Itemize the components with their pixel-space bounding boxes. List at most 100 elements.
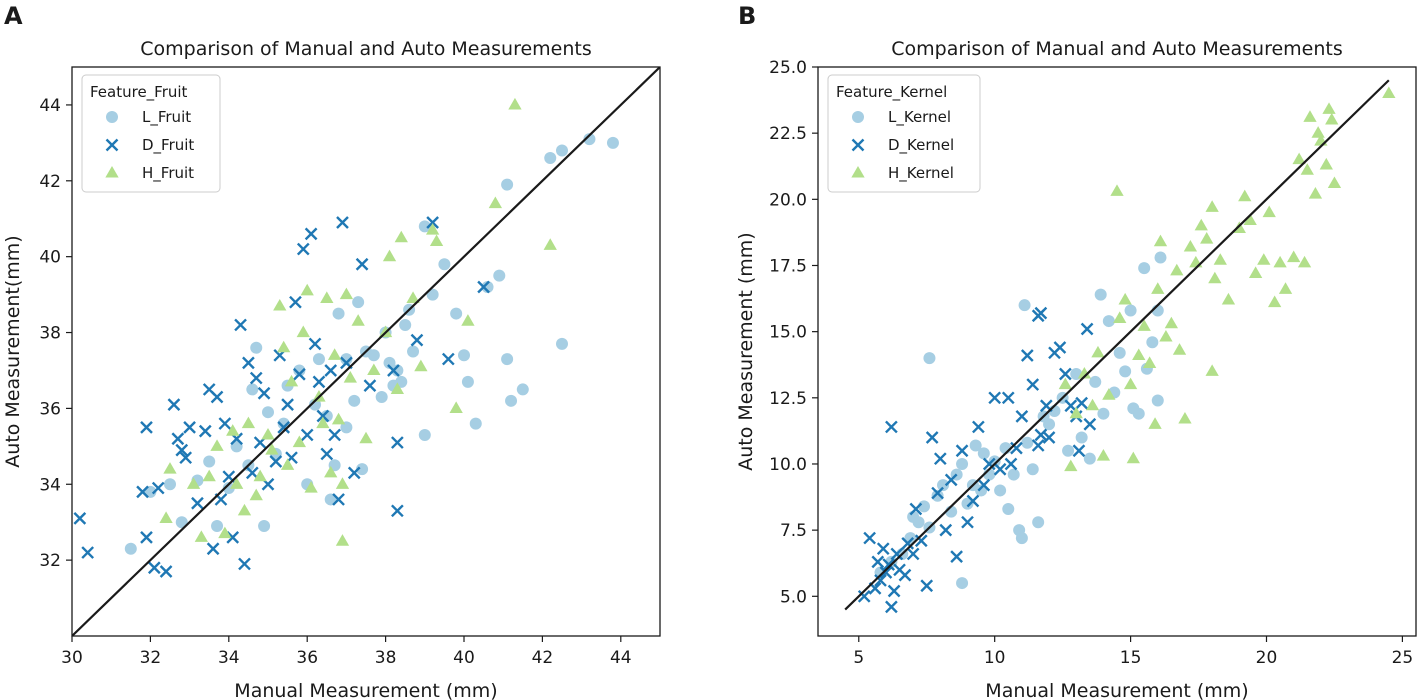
data-point (277, 417, 290, 430)
data-point (1085, 398, 1100, 411)
data-point (1300, 163, 1314, 175)
data-point (994, 484, 1007, 497)
x-tick-label: 34 (218, 648, 240, 668)
data-point (340, 353, 353, 366)
series-L_Kernel (874, 251, 1167, 590)
data-point (923, 352, 936, 365)
x-tick-label: 5 (853, 648, 864, 668)
data-point (226, 531, 240, 544)
data-point (1096, 449, 1111, 461)
y-tick-label: 20.0 (769, 190, 807, 210)
data-point (238, 557, 251, 571)
x-axis-label: Manual Measurement (mm) (234, 680, 497, 700)
data-point (1325, 112, 1339, 125)
data-point (1132, 407, 1145, 420)
legend-title: Feature_Kernel (836, 83, 947, 102)
data-point (136, 485, 149, 499)
data-point (1020, 349, 1034, 362)
legend-marker (105, 138, 119, 152)
data-point (1004, 457, 1018, 471)
data-point (1094, 288, 1107, 301)
data-point (1146, 336, 1159, 349)
data-point (1278, 282, 1293, 294)
data-point (505, 394, 518, 407)
x-axis-label: Manual Measurement (mm) (985, 680, 1248, 700)
data-point (226, 424, 240, 436)
data-point (988, 455, 1001, 468)
data-points (857, 86, 1396, 614)
data-point (939, 523, 953, 537)
data-point (250, 341, 263, 354)
x-tick-label: 44 (610, 648, 632, 668)
data-point (222, 482, 235, 495)
data-point (277, 340, 291, 353)
data-point (171, 432, 185, 446)
data-point (343, 371, 357, 383)
data-point (1042, 431, 1056, 444)
legend-entry: L_Kernel (888, 108, 951, 127)
data-point (1327, 176, 1342, 188)
x-tick-label: 40 (453, 648, 475, 668)
data-point (300, 428, 314, 442)
data-point (1132, 348, 1146, 361)
data-point (1091, 345, 1105, 358)
data-point (857, 589, 871, 603)
data-point (407, 345, 420, 358)
data-point (1154, 251, 1167, 264)
data-point (1303, 110, 1317, 122)
series-D_Kernel (857, 306, 1097, 614)
data-point (265, 443, 279, 455)
data-point (339, 287, 354, 300)
data-point (1268, 295, 1282, 308)
data-point (975, 484, 988, 497)
data-point (1189, 255, 1203, 268)
data-point (320, 291, 334, 303)
data-point (1257, 253, 1271, 265)
data-point (449, 401, 463, 413)
series-D_Fruit (73, 216, 490, 578)
data-point (410, 333, 424, 347)
data-point (429, 234, 444, 247)
data-point (382, 249, 397, 262)
data-point (332, 493, 345, 506)
x-tick-label: 15 (1120, 648, 1142, 668)
data-point (218, 417, 232, 430)
data-point (556, 144, 568, 157)
data-point (336, 216, 349, 229)
data-point (210, 439, 224, 451)
legend-marker (852, 111, 864, 123)
panel-a: A Comparison of Manual and Auto Measureme… (2, 2, 661, 700)
data-point (488, 196, 503, 209)
data-point (1034, 428, 1048, 442)
data-point (1148, 417, 1162, 429)
data-point (493, 269, 506, 282)
data-point (912, 516, 925, 529)
data-point (863, 531, 876, 545)
data-point (1322, 102, 1336, 114)
data-point (955, 444, 969, 458)
data-point (312, 375, 326, 389)
x-tick-label: 38 (375, 648, 397, 668)
data-point (332, 307, 345, 320)
data-point (367, 363, 381, 376)
data-point (316, 416, 330, 429)
data-point (1089, 375, 1102, 388)
data-point (363, 379, 377, 392)
data-points (73, 97, 619, 578)
data-point (293, 364, 306, 377)
data-point (481, 281, 494, 294)
x-tick-label: 10 (984, 648, 1006, 668)
data-point (508, 97, 522, 110)
data-point (887, 584, 901, 598)
data-point (375, 391, 388, 404)
data-point (1205, 200, 1219, 212)
data-point (249, 371, 263, 385)
data-point (1118, 292, 1132, 305)
data-point (982, 457, 996, 471)
data-point (348, 394, 361, 407)
data-point (186, 477, 201, 489)
series-L_Fruit (124, 133, 619, 555)
data-point (961, 515, 974, 529)
data-point (1311, 126, 1325, 138)
data-point (1178, 411, 1192, 424)
